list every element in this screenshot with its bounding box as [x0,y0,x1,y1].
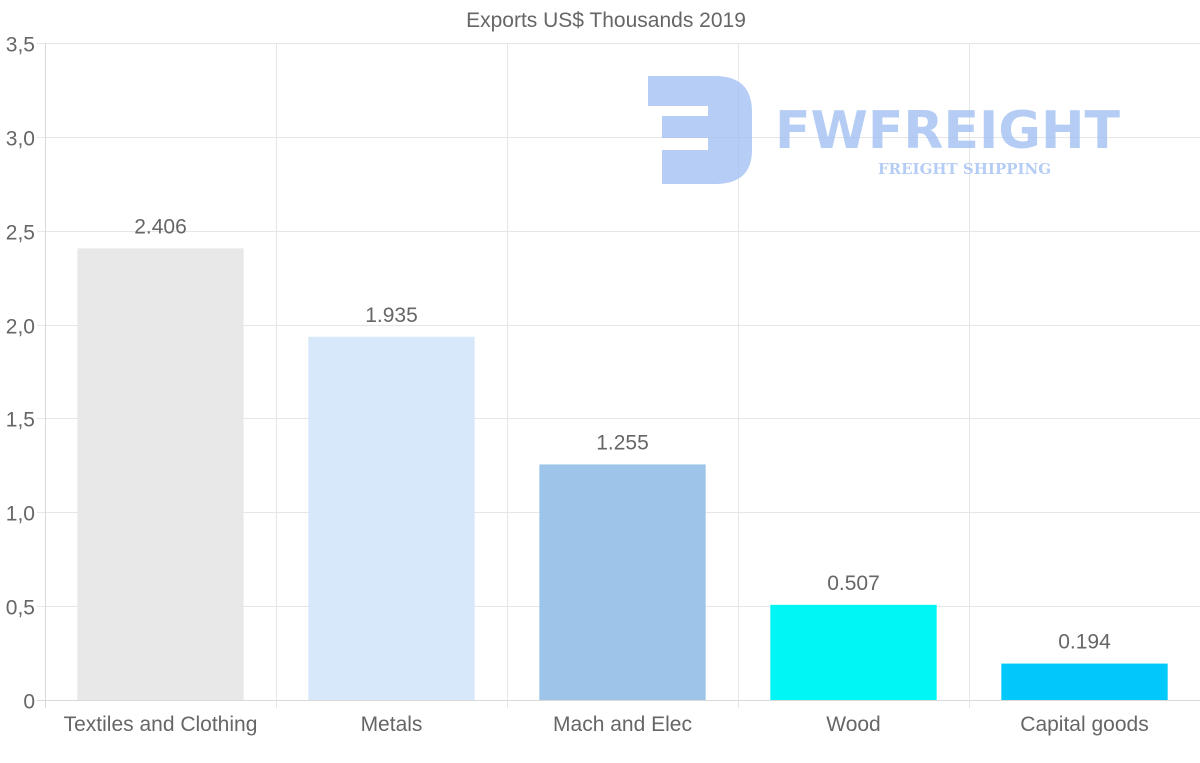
bar-layer: 2.406 1.935 1.255 0.507 0.194 [77,215,1168,700]
chart-title: Exports US$ Thousands 2019 [466,9,746,32]
bar[interactable] [539,464,706,700]
bar-value-label: 2.406 [134,215,187,238]
bar-value-label: 0.194 [1058,631,1111,654]
y-tick-label: 3,5 [6,34,35,57]
y-tick-label: 2,0 [6,316,35,339]
x-tick-label: Capital goods [1020,713,1148,736]
bar[interactable] [308,336,475,700]
watermark-brand: FWFREIGHT [775,101,1121,161]
x-tick-label: Metals [361,713,423,736]
bar-value-label: 1.935 [365,304,418,327]
y-tick-label: 0,5 [6,597,35,620]
watermark-logo-icon [648,76,752,184]
y-tick-label: 2,5 [6,222,35,245]
watermark-tagline: FREIGHT SHIPPING [878,160,1051,178]
x-tick-label: Wood [826,713,880,736]
y-tick-label: 3,0 [6,128,35,151]
x-tick-label: Mach and Elec [553,713,692,736]
y-tick-label: 1,0 [6,503,35,526]
bar[interactable] [770,604,937,700]
bar[interactable] [1001,663,1168,700]
bar-value-label: 0.507 [827,572,880,595]
bar[interactable] [77,248,244,700]
y-tick-label: 1,5 [6,409,35,432]
x-tick-label: Textiles and Clothing [64,713,258,736]
watermark: FWFREIGHT FREIGHT SHIPPING [648,76,1121,184]
axis-layer: 0 0,5 1,0 1,5 2,0 2,5 3,0 3,5 Textiles and Cloth… [6,34,1149,737]
bar-value-label: 1.255 [596,431,649,454]
y-tick-label: 0 [23,691,35,714]
